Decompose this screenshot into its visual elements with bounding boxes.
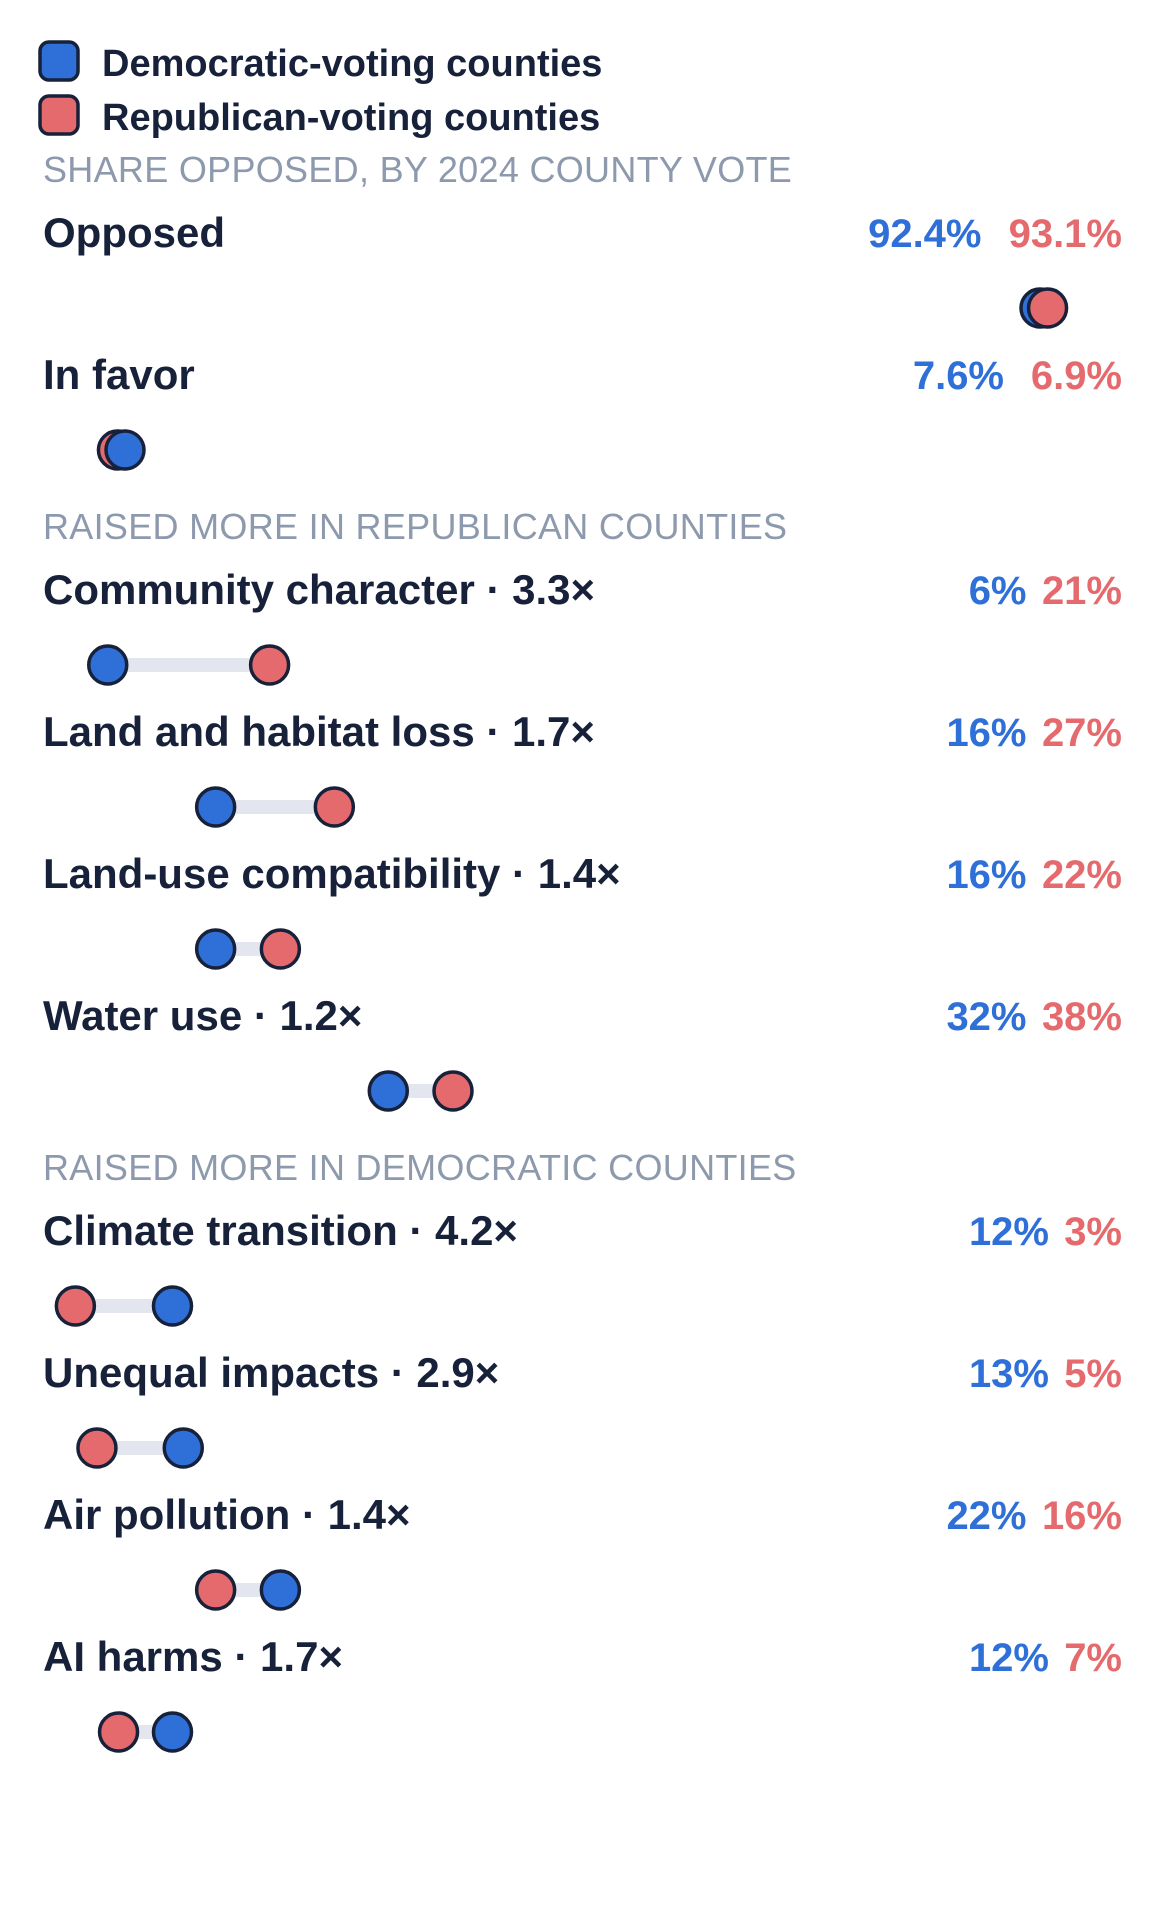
dot-republican xyxy=(248,644,291,686)
dot-democratic xyxy=(162,1427,205,1469)
legend-label-democratic: Democratic-voting counties xyxy=(102,43,602,85)
dot-democratic xyxy=(151,1711,194,1753)
dot-democratic xyxy=(194,786,237,828)
dot-republican xyxy=(259,928,302,970)
value-democratic: 16% xyxy=(946,853,1026,897)
dot-republican xyxy=(97,1711,140,1753)
value-democratic: 12% xyxy=(969,1636,1049,1680)
row-label: Land and habitat loss · 1.7× xyxy=(43,708,595,755)
legend-swatch-democratic xyxy=(38,40,80,82)
value-democratic: 13% xyxy=(969,1352,1049,1396)
value-republican: 22% xyxy=(1042,853,1122,897)
legend-label-republican: Republican-voting counties xyxy=(102,97,600,139)
dot-democratic xyxy=(259,1569,302,1611)
row-label: Land-use compatibility · 1.4× xyxy=(43,850,621,897)
row-label: Water use · 1.2× xyxy=(43,992,362,1039)
value-republican: 27% xyxy=(1042,711,1122,755)
value-democratic: 6% xyxy=(969,569,1027,613)
value-republican: 5% xyxy=(1064,1352,1122,1396)
value-republican: 21% xyxy=(1042,569,1122,613)
value-democratic: 92.4% xyxy=(868,212,981,256)
dot-republican xyxy=(76,1427,118,1469)
value-democratic: 22% xyxy=(946,1494,1026,1538)
value-democratic: 32% xyxy=(946,995,1026,1039)
row-label: Community character · 3.3× xyxy=(43,566,595,613)
dot-republican xyxy=(54,1285,97,1327)
value-democratic: 12% xyxy=(969,1210,1049,1254)
dot-republican xyxy=(432,1070,474,1112)
dot-republican xyxy=(194,1569,237,1611)
row-label: Unequal impacts · 2.9× xyxy=(43,1349,499,1396)
value-republican: 6.9% xyxy=(1031,354,1122,398)
section-title: RAISED MORE IN REPUBLICAN COUNTIES xyxy=(43,506,787,547)
dot-republican xyxy=(313,786,356,828)
row-label: Climate transition · 4.2× xyxy=(43,1207,518,1254)
section-title: SHARE OPPOSED, BY 2024 COUNTY VOTE xyxy=(43,149,792,190)
section-title: RAISED MORE IN DEMOCRATIC COUNTIES xyxy=(43,1147,797,1188)
dot-democratic xyxy=(367,1070,410,1112)
row-label: In favor xyxy=(43,351,195,398)
dot-democratic xyxy=(104,429,146,471)
dot-democratic xyxy=(86,644,129,686)
dot-democratic xyxy=(151,1285,194,1327)
dot-democratic xyxy=(194,928,237,970)
row-label: Air pollution · 1.4× xyxy=(43,1491,411,1538)
value-republican: 16% xyxy=(1042,1494,1122,1538)
value-democratic: 16% xyxy=(946,711,1026,755)
value-republican: 3% xyxy=(1064,1210,1122,1254)
value-republican: 93.1% xyxy=(1009,212,1122,256)
row-label: Opposed xyxy=(43,209,225,256)
row-label: AI harms · 1.7× xyxy=(43,1633,343,1680)
value-democratic: 7.6% xyxy=(913,354,1004,398)
legend-swatch-republican xyxy=(38,94,80,136)
value-republican: 7% xyxy=(1064,1636,1122,1680)
dot-republican xyxy=(1026,287,1069,329)
value-republican: 38% xyxy=(1042,995,1122,1039)
